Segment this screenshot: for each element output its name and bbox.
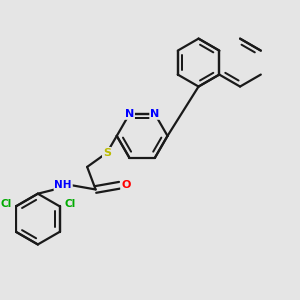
Text: N: N: [125, 109, 134, 119]
Text: Cl: Cl: [64, 199, 75, 208]
Text: S: S: [103, 148, 111, 158]
Text: Cl: Cl: [0, 199, 12, 208]
Text: NH: NH: [54, 180, 72, 190]
Text: O: O: [121, 180, 130, 190]
Text: N: N: [150, 109, 160, 119]
